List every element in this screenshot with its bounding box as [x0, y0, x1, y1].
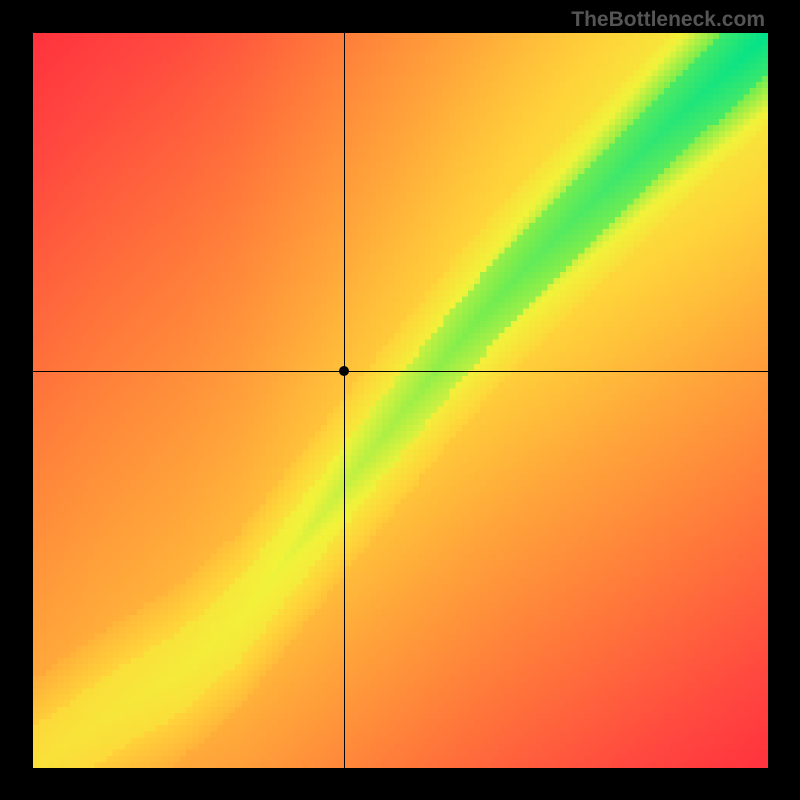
crosshair-vertical — [344, 33, 345, 768]
heatmap-canvas — [33, 33, 768, 768]
watermark: TheBottleneck.com — [571, 8, 765, 32]
heatmap-plot — [33, 33, 768, 768]
crosshair-horizontal — [33, 371, 768, 372]
crosshair-marker — [339, 366, 349, 376]
